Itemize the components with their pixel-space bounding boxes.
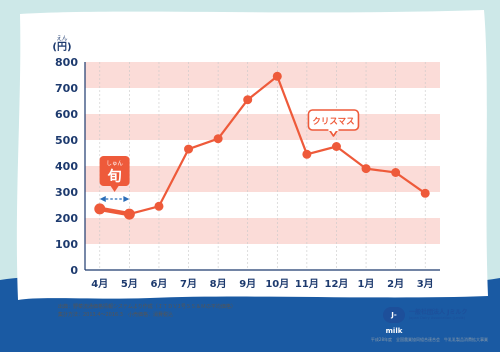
source-note-2: 集計方法：2013.4～2016.3 小売価格：消費税込 <box>58 312 173 318</box>
jmilk-badge: J-milk <box>383 307 405 335</box>
x-tick-label: 1月 <box>358 278 375 290</box>
y-tick-label: 500 <box>55 134 78 147</box>
data-point <box>94 203 106 215</box>
y-tick-label: 200 <box>55 212 78 225</box>
logo-name-en: Japan Dairy Association (J-milk) <box>409 316 466 320</box>
plot-area: 0 100 200 300 400 500 600 700 800 えん(円) 4月 5月 6月 7月 8月… <box>52 35 440 290</box>
footer-note: 平成28年度 全国農業協同組合連合会 牛乳乳製品消費拡大事業 <box>370 337 488 342</box>
data-point <box>391 168 401 177</box>
x-tick-label: 11月 <box>295 278 319 290</box>
x-tick-label: 10月 <box>265 278 289 290</box>
white-card <box>16 10 488 300</box>
grid-band <box>85 114 440 140</box>
data-point <box>123 208 135 220</box>
y-tick-label: 700 <box>55 82 78 95</box>
season-badge-pointer <box>110 186 119 192</box>
y-tick-label: 600 <box>55 108 78 121</box>
data-point <box>154 201 164 211</box>
x-tick-label: 2月 <box>387 278 404 290</box>
jmilk-logo: J-milk 一般社団法人 Jミルク Japan Dairy Associati… <box>383 305 481 335</box>
season-label: 旬 <box>107 168 122 185</box>
christmas-callout-pointer-mask <box>328 128 339 131</box>
x-tick-label: 9月 <box>239 278 256 290</box>
y-tick-label: 300 <box>55 186 78 199</box>
season-reading: しゅん <box>106 160 123 167</box>
x-tick-label: 8月 <box>210 278 227 290</box>
grid-band <box>85 166 440 192</box>
data-point <box>361 164 371 174</box>
x-tick-label: 5月 <box>121 278 138 290</box>
grid-band <box>85 218 440 244</box>
x-tick-label: 7月 <box>180 278 197 290</box>
data-point <box>213 134 223 144</box>
season-badge <box>99 156 130 186</box>
x-tick-label: 3月 <box>417 278 434 290</box>
data-point <box>184 144 194 154</box>
y-tick-label: 400 <box>55 160 78 173</box>
y-tick-label: 100 <box>55 238 78 251</box>
y-tick-label: 800 <box>55 56 78 69</box>
x-tick-label: 6月 <box>150 278 167 290</box>
data-point <box>420 188 430 198</box>
x-tick-label: 12月 <box>324 278 348 290</box>
data-point <box>243 95 253 105</box>
arrow-head-left <box>99 196 106 202</box>
y-unit-reading: えん <box>56 35 68 42</box>
christmas-label: クリスマス <box>312 116 354 127</box>
y-unit-label: (円) <box>52 41 71 53</box>
source-note-1: 出典：野菜流通価格情報システムより作成（ＩＴＤＶ1号ＳＳ＆Ｍの平均価格） <box>58 304 236 310</box>
data-point <box>302 149 312 159</box>
grid-band <box>85 62 440 88</box>
logo-name: 一般社団法人 Jミルク <box>409 309 468 316</box>
x-tick-label: 4月 <box>91 278 108 290</box>
data-point <box>272 71 282 81</box>
data-point <box>331 142 341 151</box>
y-tick-label: 0 <box>70 264 78 277</box>
arrow-head-right <box>123 196 130 202</box>
